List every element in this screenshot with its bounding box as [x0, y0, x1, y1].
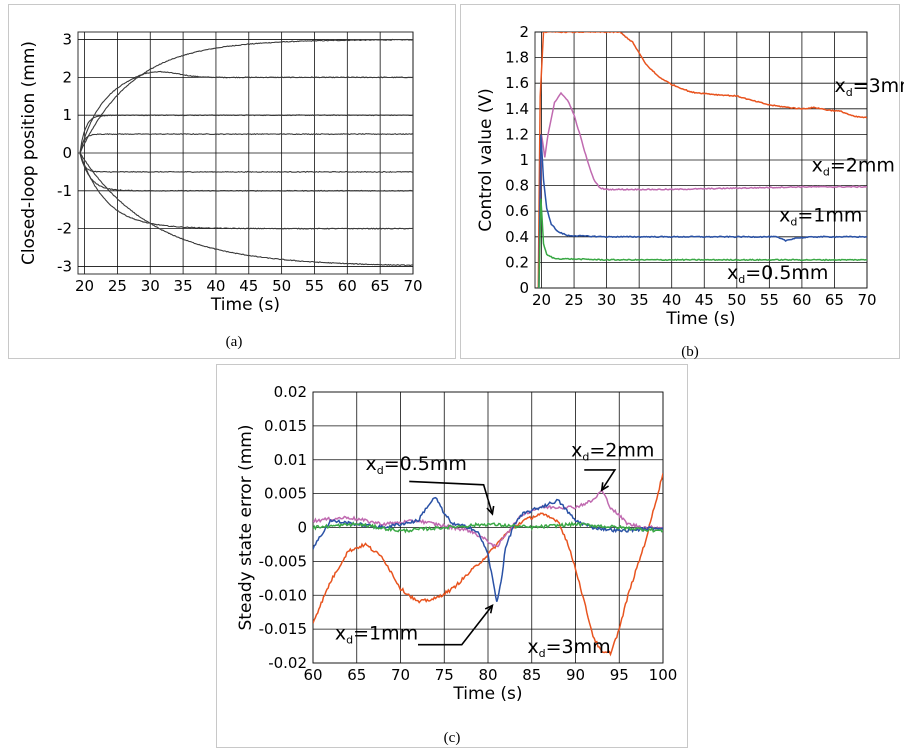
x-tick-label: 70 — [857, 291, 876, 309]
annotation-arrow-2 — [418, 604, 494, 646]
y-tick-label: 1.6 — [505, 74, 529, 92]
y-tick-label: 1.2 — [505, 125, 529, 143]
x-tick-label: 65 — [347, 666, 366, 684]
x-tick-label: 35 — [630, 291, 649, 309]
x-tick-label: 40 — [206, 277, 225, 295]
x-tick-label: 60 — [792, 291, 811, 309]
x-tick-label: 55 — [305, 277, 324, 295]
x-tick-label: 60 — [338, 277, 357, 295]
series-label-0: xd=3mm — [834, 75, 904, 99]
series-line-6 — [79, 152, 413, 230]
y-tick-label: 0.4 — [505, 228, 529, 246]
y-tick-label: 2 — [519, 23, 529, 41]
y-tick-label: -2 — [57, 220, 72, 238]
series-label-1: xd=2mm — [812, 155, 895, 179]
x-tick-label: 25 — [108, 277, 127, 295]
series-line-5 — [79, 152, 413, 192]
y-tick-label: 0.6 — [505, 202, 529, 220]
x-tick-label: 85 — [522, 666, 541, 684]
x-tick-label: 75 — [435, 666, 454, 684]
x-tick-label: 70 — [391, 666, 410, 684]
y-tick-label: 1 — [519, 151, 529, 169]
y-tick-label: -0.005 — [259, 552, 307, 570]
annotation-arrowhead-2 — [484, 603, 494, 614]
series-label-3: xd=0.5mm — [366, 453, 467, 477]
y-tick-label: -0.015 — [259, 620, 307, 638]
x-tick-label: 60 — [303, 666, 322, 684]
x-tick-label: 70 — [403, 277, 422, 295]
y-tick-label: 1.4 — [505, 100, 529, 118]
x-axis-label: Time (s) — [665, 309, 735, 329]
x-tick-label: 80 — [478, 666, 497, 684]
y-tick-label: 1.8 — [505, 49, 529, 67]
series-line-0 — [79, 38, 413, 154]
y-tick-label: 0 — [519, 279, 529, 297]
y-tick-label: 0.02 — [274, 383, 307, 401]
series-line-1 — [313, 487, 663, 548]
series-label-2: xd=1mm — [779, 204, 862, 228]
caption-a: (a) — [225, 334, 243, 350]
x-axis-label: Time (s) — [452, 684, 522, 704]
x-tick-label: 65 — [825, 291, 844, 309]
x-tick-label: 55 — [760, 291, 779, 309]
series-line-4 — [79, 153, 413, 173]
annotation-arrow-1 — [584, 469, 617, 491]
y-tick-label: 0.8 — [505, 177, 529, 195]
x-tick-label: 35 — [174, 277, 193, 295]
x-tick-label: 45 — [695, 291, 714, 309]
caption-c: (c) — [443, 730, 461, 746]
x-tick-label: 25 — [565, 291, 584, 309]
series-label-0: xd=3mm — [527, 636, 610, 660]
series-label-3: xd=0.5mm — [727, 262, 828, 286]
series-line-1 — [538, 91, 867, 288]
x-tick-label: 30 — [141, 277, 160, 295]
series-line-7 — [79, 152, 413, 267]
series-line-3 — [313, 521, 663, 534]
y-tick-label: 0.01 — [274, 451, 307, 469]
series-line-1 — [79, 70, 413, 154]
caption-b: (b) — [681, 344, 699, 360]
series-line-0 — [313, 473, 663, 657]
x-tick-label: 95 — [610, 666, 629, 684]
x-tick-label: 90 — [566, 666, 585, 684]
series-label-1: xd=2mm — [571, 439, 654, 463]
annotation-arrowhead-1 — [600, 482, 609, 492]
y-tick-label: 0.2 — [505, 253, 529, 271]
x-tick-label: 50 — [727, 291, 746, 309]
series-line-3 — [538, 198, 867, 288]
y-tick-label: 0.015 — [264, 417, 307, 435]
annotation-arrow-0 — [409, 480, 494, 515]
y-tick-label: -0.02 — [268, 654, 307, 672]
y-tick-label: 1 — [62, 106, 72, 124]
x-axis-label: Time (s) — [210, 295, 280, 315]
series-line-2 — [79, 114, 413, 153]
x-tick-label: 45 — [239, 277, 258, 295]
y-tick-label: 0 — [297, 519, 307, 537]
series-line-3 — [79, 133, 413, 154]
y-tick-label: 0.005 — [264, 485, 307, 503]
y-tick-label: -0.010 — [259, 586, 307, 604]
y-tick-label: -1 — [57, 182, 72, 200]
y-tick-label: 2 — [62, 68, 72, 86]
x-tick-label: 20 — [532, 291, 551, 309]
x-tick-label: 50 — [272, 277, 291, 295]
series-line-2 — [538, 134, 867, 288]
x-tick-label: 65 — [371, 277, 390, 295]
annotation-arrowhead-0 — [486, 505, 495, 516]
y-tick-label: -3 — [57, 257, 72, 275]
x-tick-label: 20 — [75, 277, 94, 295]
y-axis-label: Closed-loop position (mm) — [19, 41, 39, 265]
y-tick-label: 0 — [62, 144, 72, 162]
x-tick-label: 100 — [649, 666, 678, 684]
series-label-2: xd=1mm — [335, 622, 418, 646]
series-line-0 — [537, 32, 867, 288]
y-axis-label: Steady state error (mm) — [236, 424, 256, 630]
x-tick-label: 30 — [597, 291, 616, 309]
x-tick-label: 40 — [662, 291, 681, 309]
y-axis-label: Control value (V) — [476, 88, 496, 232]
y-tick-label: 3 — [62, 31, 72, 49]
